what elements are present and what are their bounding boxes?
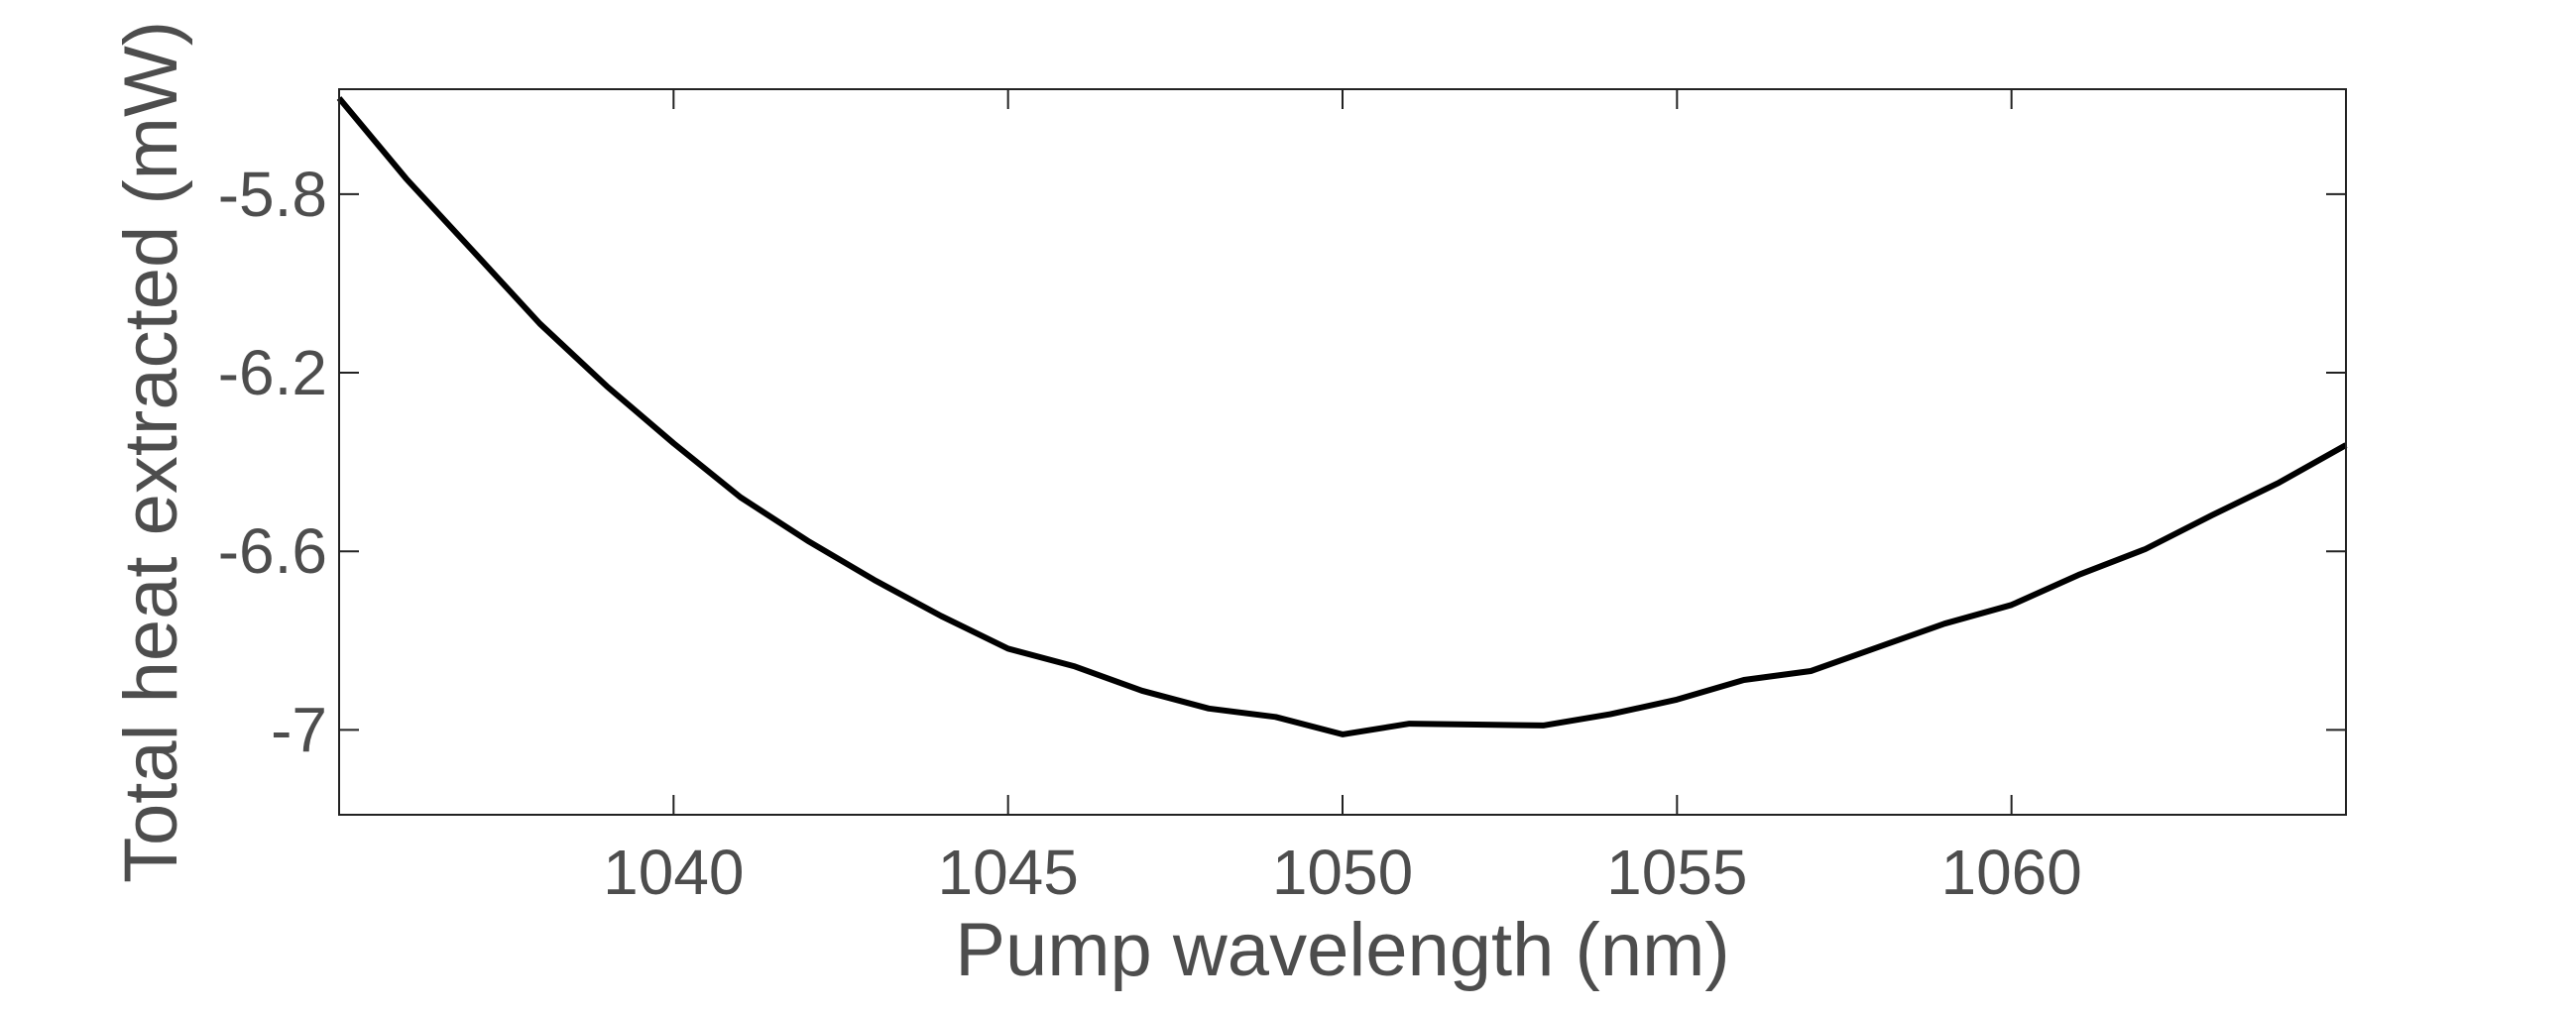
x-tick-label: 1050 xyxy=(1272,837,1413,908)
y-tick-labels: -5.8 -6.2 -6.6 -7 xyxy=(218,159,327,766)
x-tick-label: 1040 xyxy=(603,837,744,908)
x-tick-label: 1045 xyxy=(937,837,1078,908)
plot-frame xyxy=(338,88,2347,816)
y-tick-label: -5.8 xyxy=(218,159,327,230)
y-tick-label: -6.6 xyxy=(218,515,327,587)
y-axis-title: Total heat extracted (mW) xyxy=(109,21,193,883)
y-tick-marks xyxy=(339,192,2346,732)
series-line xyxy=(336,96,2348,737)
y-tick-label: -6.2 xyxy=(218,337,327,408)
series-layer xyxy=(336,96,2348,737)
x-axis-title: Pump wavelength (nm) xyxy=(955,908,1729,992)
x-tick-marks xyxy=(672,89,2013,815)
y-tick-label: -7 xyxy=(271,694,327,765)
x-tick-label: 1055 xyxy=(1606,837,1747,908)
x-tick-label: 1060 xyxy=(1940,837,2081,908)
x-tick-labels: 1040 1045 1050 1055 1060 xyxy=(603,837,2082,908)
